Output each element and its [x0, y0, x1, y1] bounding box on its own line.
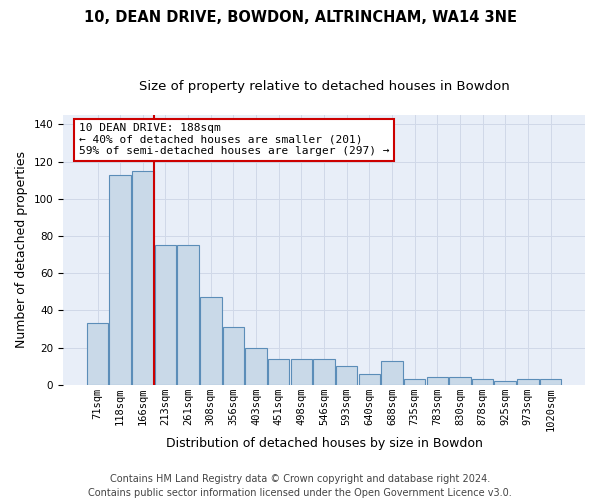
Bar [336, 366, 358, 385]
Text: Contains HM Land Registry data © Crown copyright and database right 2024.
Contai: Contains HM Land Registry data © Crown c… [88, 474, 512, 498]
Bar [245, 348, 267, 385]
Text: 10 DEAN DRIVE: 188sqm
← 40% of detached houses are smaller (201)
59% of semi-det: 10 DEAN DRIVE: 188sqm ← 40% of detached … [79, 123, 389, 156]
Title: Size of property relative to detached houses in Bowdon: Size of property relative to detached ho… [139, 80, 509, 93]
Bar [268, 359, 289, 385]
Bar [313, 359, 335, 385]
Bar [517, 380, 539, 385]
Bar [200, 298, 221, 385]
Bar [290, 359, 312, 385]
Bar [87, 324, 108, 385]
Bar [449, 378, 470, 385]
Bar [155, 246, 176, 385]
Bar [540, 380, 561, 385]
Bar [132, 171, 154, 385]
Bar [223, 327, 244, 385]
Bar [359, 374, 380, 385]
Bar [494, 381, 516, 385]
Bar [109, 174, 131, 385]
Bar [427, 378, 448, 385]
Bar [381, 360, 403, 385]
Text: 10, DEAN DRIVE, BOWDON, ALTRINCHAM, WA14 3NE: 10, DEAN DRIVE, BOWDON, ALTRINCHAM, WA14… [83, 10, 517, 25]
Bar [178, 246, 199, 385]
Bar [404, 380, 425, 385]
Bar [472, 380, 493, 385]
X-axis label: Distribution of detached houses by size in Bowdon: Distribution of detached houses by size … [166, 437, 482, 450]
Y-axis label: Number of detached properties: Number of detached properties [15, 152, 28, 348]
